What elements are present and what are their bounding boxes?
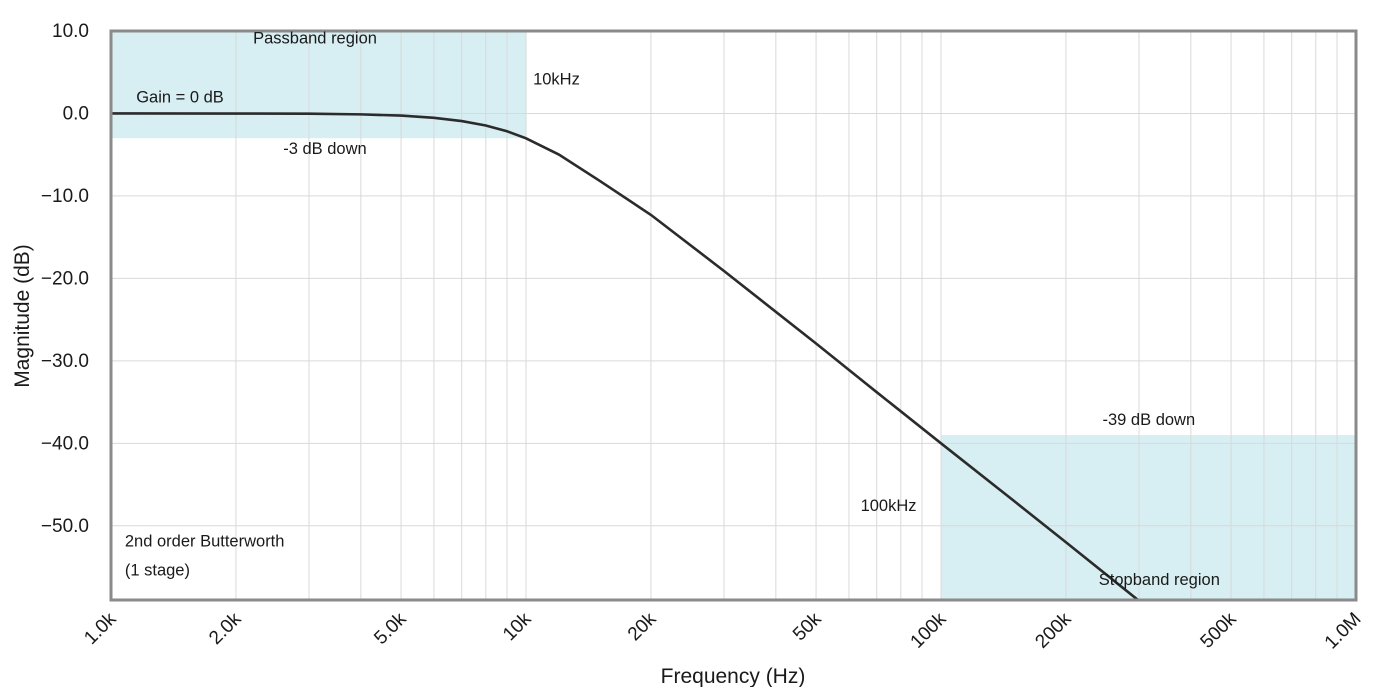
y-tick-label: −10.0 — [41, 186, 89, 207]
x-axis-title: Frequency (Hz) — [661, 665, 806, 687]
y-tick-label: −40.0 — [41, 433, 89, 454]
annotation-label: -39 dB down — [1103, 411, 1196, 429]
x-tick-label: 5.0k — [370, 608, 411, 649]
x-tick-label: 200k — [1031, 608, 1075, 652]
annotation-label: 10kHz — [533, 71, 580, 89]
annotation-label: -3 dB down — [283, 140, 366, 158]
annotation-label: Stopband region — [1099, 571, 1220, 589]
annotation-label: 2nd order Butterworth — [125, 532, 285, 550]
y-tick-label: −20.0 — [41, 268, 89, 289]
x-tick-label: 1.0k — [80, 608, 121, 649]
x-tick-label: 100k — [907, 608, 951, 652]
y-tick-label: −30.0 — [41, 351, 89, 372]
x-tick-label: 50k — [789, 608, 826, 645]
y-tick-label: 10.0 — [52, 21, 89, 42]
series-layer — [111, 112, 1140, 600]
shaded-regions — [111, 31, 1356, 600]
series-line-0 — [111, 112, 1140, 600]
x-tick-label: 20k — [624, 608, 661, 645]
annotations: Passband region Gain = 0 dB -3 dB down 10kH… — [125, 29, 1220, 589]
annotation-label: (1 stage) — [125, 561, 190, 579]
y-tick-label: −50.0 — [41, 516, 89, 537]
y-tick-labels: 10.0 0.0 −10.0 −20.0 −30.0 −40.0 −50.0 — [41, 21, 89, 537]
plot-frame — [109, 29, 1358, 602]
x-tick-label: 2.0k — [205, 608, 246, 649]
annotation-label: 100kHz — [861, 497, 917, 515]
x-tick-label: 1.0M — [1321, 609, 1366, 654]
grid — [111, 31, 1356, 600]
y-tick-label: 0.0 — [63, 103, 89, 124]
x-tick-labels: 1.0k 2.0k 5.0k 10k 20k 50k 100k 200k 500k 1.0M — [80, 608, 1365, 653]
annotation-label: Gain = 0 dB — [136, 89, 224, 107]
x-tick-label: 500k — [1197, 608, 1241, 652]
y-axis-title: Magnitude (dB) — [11, 244, 34, 388]
region-1 — [941, 435, 1356, 600]
x-tick-label: 10k — [499, 608, 536, 645]
annotation-label: Passband region — [253, 29, 377, 47]
